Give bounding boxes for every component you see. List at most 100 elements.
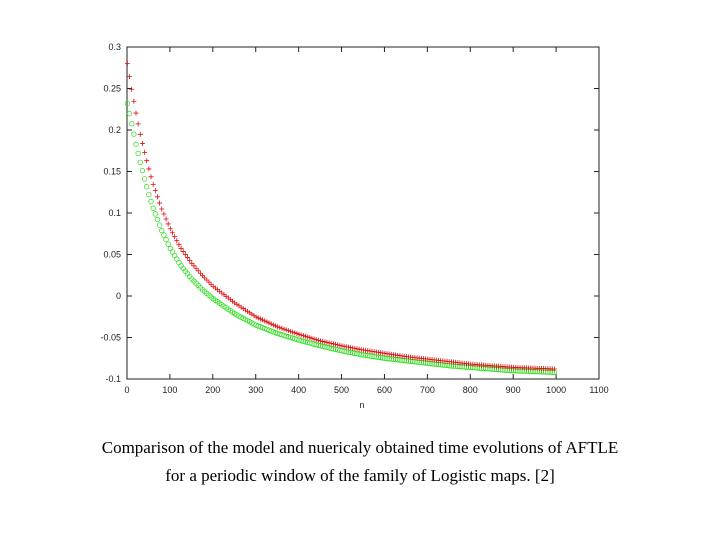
data-point-circle — [129, 121, 135, 127]
data-point-plus — [191, 263, 197, 269]
data-point-circle — [139, 168, 146, 174]
data-point-plus — [333, 341, 339, 347]
y-tick-label: 0 — [116, 291, 121, 301]
data-point-circle — [131, 131, 137, 137]
data-point-plus — [354, 346, 360, 352]
data-point-plus — [187, 257, 193, 263]
data-point-plus — [144, 158, 150, 164]
data-point-plus — [157, 200, 163, 206]
y-tick-label: 0.05 — [103, 250, 121, 260]
data-point-plus — [200, 273, 206, 279]
data-point-circle — [156, 222, 163, 228]
data-point-plus — [277, 325, 283, 331]
data-point-plus — [176, 242, 182, 248]
data-point-plus — [135, 121, 141, 127]
data-point-plus — [272, 323, 278, 329]
data-point-circle — [135, 150, 141, 157]
data-point-plus — [294, 331, 300, 337]
y-tick-label: -0.05 — [100, 333, 121, 343]
data-point-circle — [176, 259, 182, 266]
x-tick-label: 1100 — [589, 385, 608, 395]
x-tick-label: 600 — [377, 385, 392, 395]
data-point-plus — [285, 328, 291, 334]
data-point-plus — [330, 341, 336, 347]
data-point-plus — [253, 314, 259, 320]
series-layer — [124, 61, 558, 375]
data-point-plus — [159, 206, 165, 212]
data-point-plus — [260, 317, 266, 323]
y-axis: -0.1 -0.05 0 0.05 0.1 0.15 0.2 0.25 0.3 — [100, 42, 599, 384]
data-point-plus — [350, 345, 356, 351]
data-point-plus — [133, 110, 139, 116]
data-point-plus — [298, 332, 304, 338]
y-tick-label: 0.3 — [108, 42, 121, 52]
data-point-plus — [292, 330, 298, 336]
data-point-plus — [268, 321, 274, 327]
data-point-circle — [141, 176, 148, 182]
data-point-circle — [137, 159, 143, 166]
x-tick-label: 1000 — [546, 385, 566, 395]
data-point-circle — [159, 227, 165, 234]
data-point-plus — [131, 98, 137, 104]
data-point-plus — [127, 74, 133, 80]
data-point-plus — [318, 338, 324, 344]
data-point-plus — [335, 342, 341, 348]
data-point-plus — [174, 238, 180, 244]
data-point-plus — [270, 322, 276, 328]
x-axis: 0 100 200 300 400 500 600 700 800 900 1000 1100 — [124, 47, 609, 395]
data-point-plus — [290, 329, 296, 335]
plot-frame — [126, 46, 600, 380]
data-point-plus — [326, 340, 332, 346]
data-point-circle — [124, 100, 131, 107]
data-point-plus — [309, 335, 315, 341]
data-point-plus — [129, 86, 135, 92]
data-point-circle — [126, 110, 133, 117]
data-point-plus — [257, 316, 263, 322]
data-point-circle — [163, 236, 169, 243]
x-tick-label: 900 — [506, 385, 521, 395]
data-point-plus — [275, 324, 281, 330]
data-point-circle — [161, 232, 167, 238]
data-point-plus — [154, 194, 160, 200]
data-point-plus — [163, 216, 169, 222]
data-point-plus — [303, 333, 309, 339]
data-point-circle — [146, 191, 152, 198]
data-point-plus — [313, 337, 319, 343]
data-point-plus — [142, 149, 148, 155]
x-tick-label: 0 — [124, 385, 129, 395]
data-point-plus — [137, 131, 143, 137]
data-point-circle — [133, 141, 139, 147]
data-point-plus — [305, 334, 311, 340]
data-point-plus — [281, 326, 287, 332]
x-axis-label: n — [359, 400, 364, 410]
y-tick-label: 0.1 — [108, 208, 121, 218]
x-tick-label: 300 — [248, 385, 263, 395]
data-point-plus — [195, 268, 201, 274]
data-point-plus — [167, 226, 173, 232]
series-numerical — [124, 100, 558, 375]
caption-line-1: Comparison of the model and nuericaly ob… — [101, 438, 619, 457]
x-tick-label: 700 — [420, 385, 435, 395]
data-point-plus — [182, 251, 188, 257]
data-point-plus — [307, 335, 313, 341]
data-point-plus — [202, 275, 208, 281]
data-point-plus — [146, 166, 152, 172]
data-point-plus — [287, 328, 293, 334]
data-point-plus — [328, 340, 334, 346]
data-point-plus — [324, 339, 330, 345]
data-point-plus — [185, 254, 191, 260]
x-tick-label: 100 — [162, 385, 177, 395]
y-tick-label: 0.2 — [108, 125, 121, 135]
data-point-plus — [296, 331, 302, 337]
data-point-plus — [255, 315, 261, 321]
data-point-circle — [165, 241, 171, 247]
data-point-plus — [551, 366, 557, 372]
data-point-plus — [315, 337, 321, 343]
caption-line-2: for a periodic window of the family of L… — [165, 466, 555, 485]
y-tick-label: -0.1 — [105, 374, 121, 384]
data-point-plus — [169, 230, 175, 236]
data-point-circle — [144, 184, 150, 190]
data-point-plus — [345, 344, 351, 350]
data-point-circle — [148, 198, 154, 205]
data-point-plus — [283, 327, 289, 333]
